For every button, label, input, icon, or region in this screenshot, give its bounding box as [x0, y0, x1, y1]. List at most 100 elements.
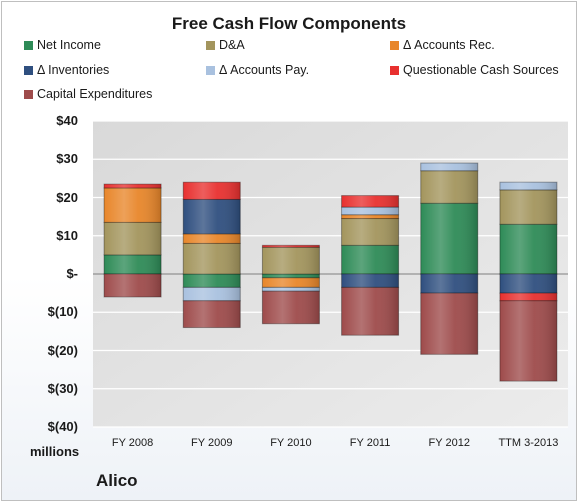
bar-shine	[104, 274, 162, 297]
legend-item-net-income: Net Income	[24, 38, 101, 52]
legend-swatch-accounts-rec	[390, 41, 399, 50]
bar-segment	[182, 242, 241, 275]
y-tick-label: $-	[66, 266, 78, 281]
bar-shine	[104, 254, 162, 274]
bar-segment	[103, 187, 162, 223]
bar-shine	[420, 170, 478, 204]
unit-label: millions	[30, 444, 80, 459]
x-tick-label: FY 2010	[270, 437, 312, 449]
bar-shine	[262, 287, 320, 292]
bar-shine	[262, 274, 320, 278]
legend-swatch-net-income	[24, 41, 33, 50]
bar-segment	[261, 277, 320, 288]
bar-shine	[183, 300, 241, 328]
legend-label-inventories: Δ Inventories	[37, 63, 110, 77]
y-tick-label: $(10)	[47, 304, 78, 320]
legend-item-accounts-rec: Δ Accounts Rec.	[390, 38, 495, 52]
y-tick-label: $30	[56, 151, 78, 167]
bar-shine	[499, 274, 557, 294]
legend-swatch-accounts-pay	[206, 66, 215, 75]
bar-shine	[341, 274, 399, 288]
bar-segment	[499, 181, 558, 191]
bar-shine	[104, 222, 162, 255]
bar-segment	[261, 290, 320, 325]
bar-segment	[420, 273, 479, 294]
bar-segment	[182, 300, 241, 329]
bar-shine	[262, 277, 320, 288]
bar-segment	[261, 246, 320, 275]
bar-segment	[182, 181, 241, 200]
bar-shine	[183, 243, 241, 274]
bar-segment	[420, 202, 479, 275]
bar-segment	[341, 206, 400, 216]
bar-segment	[341, 273, 400, 288]
bar-segment	[499, 223, 558, 275]
legend-label-net-income: Net Income	[37, 38, 101, 52]
legend-swatch-capex	[24, 90, 33, 99]
bar-shine	[341, 245, 399, 274]
bar-shine	[341, 287, 399, 336]
bar-segment	[499, 273, 558, 294]
bar-segment	[182, 198, 241, 235]
bar-shine	[499, 293, 557, 301]
bar-shine	[183, 199, 241, 234]
bar-segment	[182, 273, 241, 288]
bar-shine	[420, 203, 478, 274]
bar-shine	[420, 163, 478, 171]
bar-segment	[420, 292, 479, 355]
bar-segment	[182, 286, 241, 302]
bar-segment	[182, 233, 241, 244]
legend-item-da: D&A	[206, 38, 245, 52]
bar-shine	[183, 274, 241, 288]
x-tick-label: FY 2008	[111, 437, 154, 449]
bar-segment	[420, 170, 479, 204]
bar-segment	[103, 254, 162, 275]
bar-shine	[420, 274, 478, 294]
bar-segment	[499, 300, 558, 382]
bar-segment	[261, 286, 320, 292]
x-tick-label: FY 2011	[349, 437, 391, 449]
legend-item-capex: Capital Expenditures	[24, 87, 152, 101]
bar-shine	[341, 195, 399, 208]
y-tick-label: $40	[56, 113, 78, 128]
bar-shine	[262, 291, 320, 324]
bar-segment	[103, 221, 162, 256]
y-tick-label: $(20)	[47, 342, 78, 358]
legend-label-accounts-pay: Δ Accounts Pay.	[219, 63, 310, 77]
y-tick-label: $20	[56, 189, 78, 205]
bar-segment	[341, 218, 400, 246]
bar-shine	[499, 182, 557, 190]
bar-shine	[183, 233, 241, 244]
x-tick-label: FY 2009	[191, 437, 233, 449]
x-tick-label: FY 2012	[428, 437, 470, 449]
legend-swatch-da	[206, 41, 215, 50]
bar-shine	[420, 293, 478, 355]
bar-segment	[341, 244, 400, 275]
bar-shine	[341, 218, 399, 246]
bar-shine	[262, 245, 320, 248]
bar-segment	[103, 273, 162, 298]
bar-segment	[261, 244, 320, 248]
bar-shine	[183, 182, 241, 200]
legend-swatch-inventories	[24, 66, 33, 75]
legend-label-accounts-rec: Δ Accounts Rec.	[403, 38, 495, 52]
bar-shine	[499, 189, 557, 225]
bar-shine	[341, 207, 399, 215]
bar-shine	[104, 184, 162, 188]
legend-item-inventories: Δ Inventories	[24, 63, 109, 77]
bar-segment	[499, 292, 558, 302]
bar-segment	[341, 195, 400, 208]
bar-shine	[341, 214, 399, 219]
bar-segment	[261, 273, 320, 279]
company-label: Alico	[96, 471, 138, 490]
legend-label-da: D&A	[219, 38, 245, 52]
legend-label-capex: Capital Expenditures	[37, 87, 153, 101]
y-tick-label: $10	[56, 227, 78, 243]
bar-segment	[499, 189, 558, 225]
legend-label-questionable-cash: Questionable Cash Sources	[403, 63, 559, 77]
x-tick-label: TTM 3-2013	[498, 437, 559, 449]
y-tick-label: $(30)	[47, 380, 78, 396]
bar-shine	[262, 247, 320, 274]
bar-segment	[341, 286, 400, 336]
